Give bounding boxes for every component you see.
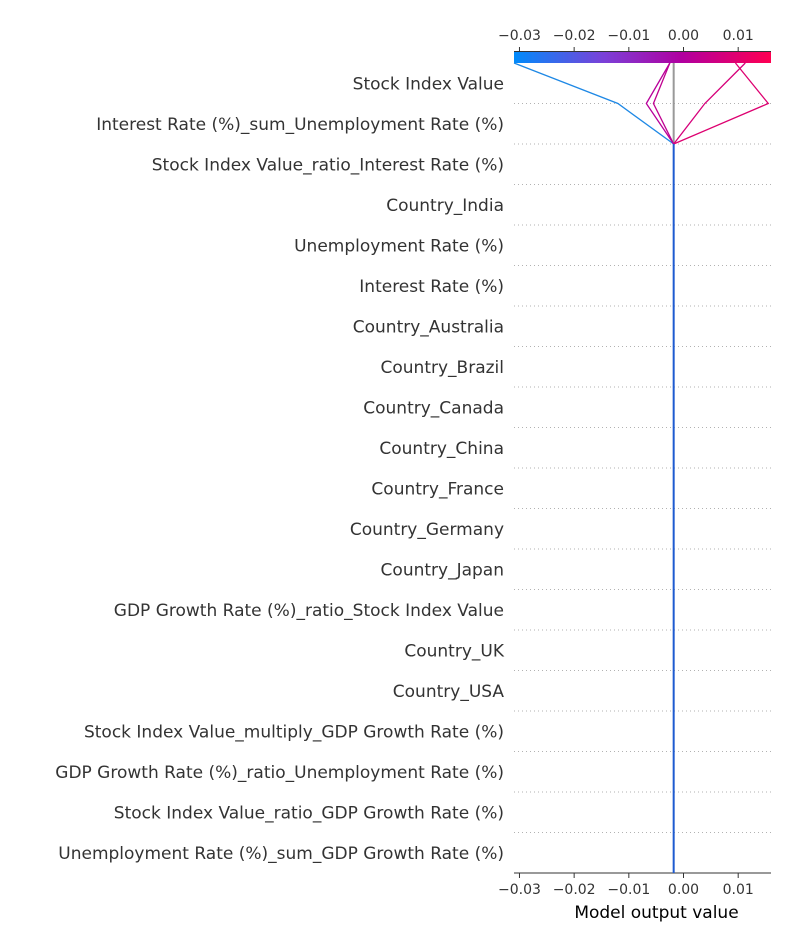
colorbar: [514, 52, 771, 63]
x-axis-title: Model output value: [574, 903, 738, 923]
feature-label: Country_China: [379, 439, 504, 459]
x-tick-label: 0.01: [723, 882, 754, 898]
x-tick-label: −0.03: [498, 882, 541, 898]
decision-path: [652, 62, 675, 145]
feature-label: Country_USA: [393, 682, 505, 702]
feature-rows: Stock Index Value Interest Rate (%)_sum_U…: [55, 74, 771, 874]
x-tick-label-top: 0.00: [668, 28, 699, 44]
axes: −0.03 −0.03 −0.02 −0.02 −0.01 −0.01 0.00 0.00 0.…: [498, 28, 771, 898]
x-tick-label: 0.00: [668, 882, 699, 898]
feature-label: Unemployment Rate (%)_sum_GDP Growth Rat…: [58, 844, 504, 864]
feature-label: Country_India: [386, 196, 504, 216]
feature-label: Interest Rate (%)_sum_Unemployment Rate …: [96, 115, 504, 135]
feature-label: Country_France: [371, 479, 504, 499]
decision-path: [513, 62, 675, 145]
feature-label: Country_Australia: [353, 317, 504, 337]
feature-label: Country_Germany: [350, 520, 504, 540]
x-tick-label-top: −0.02: [553, 28, 596, 44]
feature-label: Stock Index Value: [353, 74, 504, 94]
x-tick-label-top: 0.01: [723, 28, 754, 44]
feature-label: Country_UK: [404, 641, 504, 661]
feature-label: GDP Growth Rate (%)_ratio_Stock Index Va…: [114, 601, 504, 621]
feature-label: Stock Index Value_ratio_GDP Growth Rate …: [114, 803, 504, 823]
decision-path: [673, 62, 746, 145]
feature-label: Country_Canada: [363, 398, 504, 418]
x-tick-label-top: −0.03: [498, 28, 541, 44]
feature-label: Stock Index Value_ratio_Interest Rate (%…: [152, 155, 504, 175]
x-tick-label: −0.02: [553, 882, 596, 898]
x-tick-label-top: −0.01: [607, 28, 650, 44]
feature-label: GDP Growth Rate (%)_ratio_Unemployment R…: [55, 763, 504, 783]
decision-path: [673, 62, 770, 145]
feature-label: Country_Brazil: [381, 358, 504, 378]
feature-label: Unemployment Rate (%): [294, 236, 504, 256]
x-tick-label: −0.01: [607, 882, 650, 898]
feature-label: Country_Japan: [381, 560, 504, 580]
decision-lines: [513, 62, 770, 873]
decision-path: [645, 62, 675, 145]
feature-label: Stock Index Value_multiply_GDP Growth Ra…: [84, 722, 504, 742]
feature-label: Interest Rate (%): [359, 277, 504, 297]
